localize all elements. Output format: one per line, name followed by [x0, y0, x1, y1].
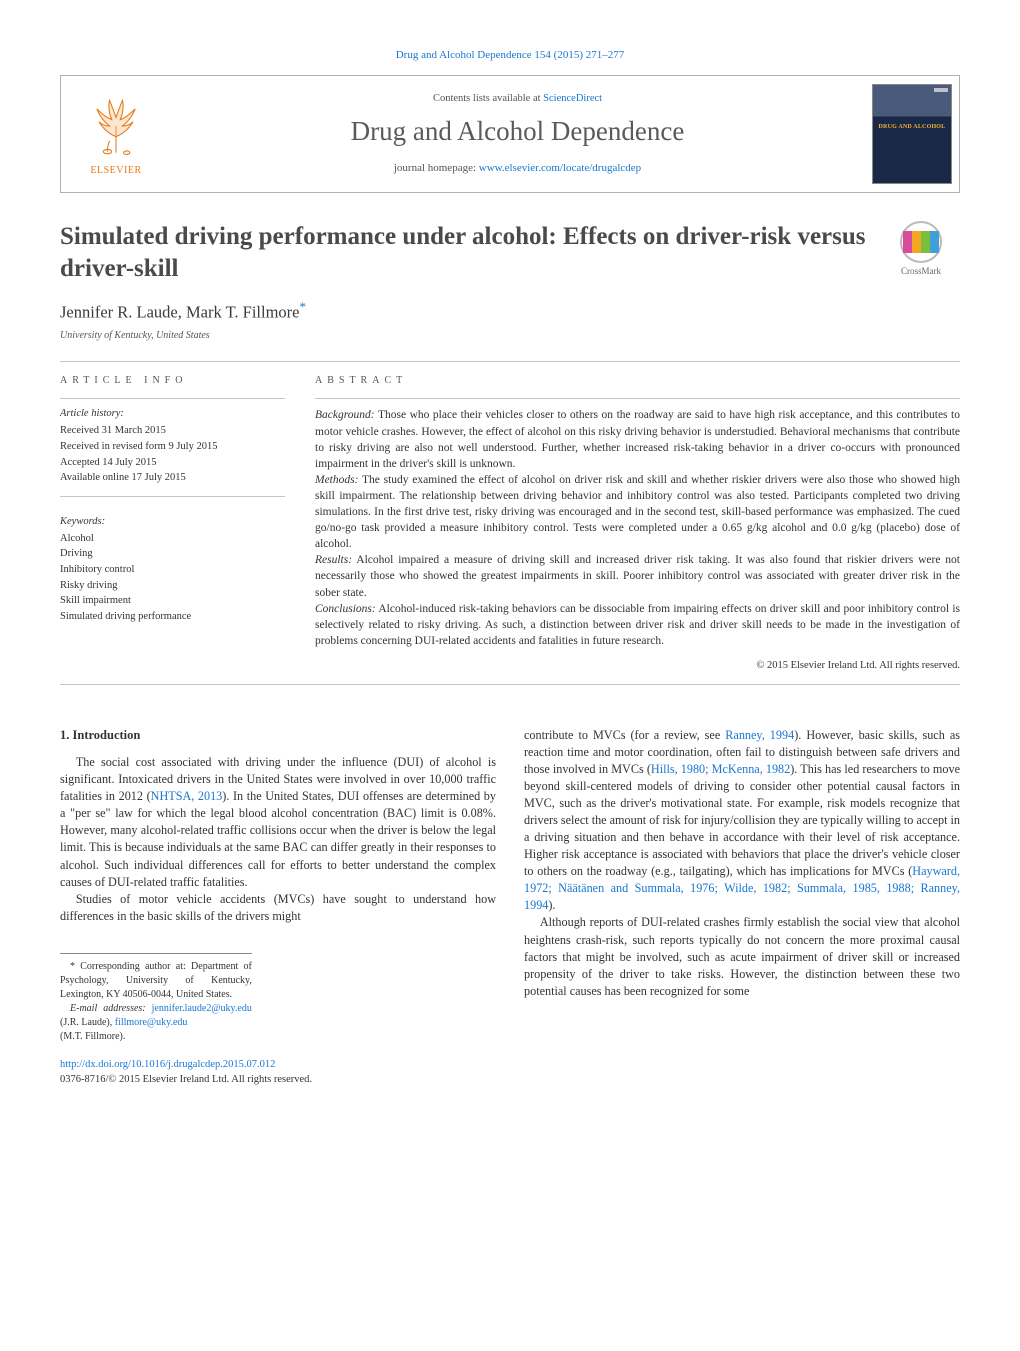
body-p1: The social cost associated with driving …	[60, 754, 496, 891]
body-p2: Studies of motor vehicle accidents (MVCs…	[60, 891, 496, 925]
crossmark-label: CrossMark	[901, 265, 941, 278]
keyword: Driving	[60, 547, 285, 562]
abstract-paragraph: Background: Those who place their vehicl…	[315, 407, 960, 471]
abstract-col: ABSTRACT Background: Those who place the…	[315, 374, 960, 673]
crossmark-badge[interactable]: CrossMark	[882, 221, 960, 278]
crossmark-seg-2	[912, 231, 921, 253]
homepage-link[interactable]: www.elsevier.com/locate/drugalcdep	[479, 162, 641, 174]
article-info-label: ARTICLE INFO	[60, 374, 285, 388]
history-line: Received 31 March 2015	[60, 424, 285, 439]
abstract-section-text: The study examined the effect of alcohol…	[315, 474, 960, 550]
sciencedirect-link[interactable]: ScienceDirect	[543, 93, 602, 104]
abstract-section-head: Results:	[315, 554, 352, 566]
issn-line: 0376-8716/© 2015 Elsevier Ireland Ltd. A…	[60, 1074, 312, 1085]
keyword: Risky driving	[60, 579, 285, 594]
abstract-label: ABSTRACT	[315, 374, 960, 388]
p3-c: ). This has led researchers to move beyo…	[524, 762, 960, 878]
ref-hills-mckenna[interactable]: Hills, 1980; McKenna, 1982	[651, 762, 790, 776]
corresponding-mark: *	[300, 299, 307, 314]
section-heading-1: 1. Introduction	[60, 727, 496, 745]
abstract-copyright: © 2015 Elsevier Ireland Ltd. All rights …	[315, 659, 960, 674]
rule-top	[60, 361, 960, 362]
keyword: Simulated driving performance	[60, 610, 285, 625]
abstract-section-head: Background:	[315, 409, 375, 421]
publisher-name: ELSEVIER	[90, 164, 141, 178]
keyword: Inhibitory control	[60, 563, 285, 578]
footnote-corresponding: * Corresponding author at: Department of…	[60, 960, 252, 1002]
email-laude-who: (J.R. Laude),	[60, 1017, 115, 1028]
keywords-head: Keywords:	[60, 515, 285, 530]
running-head: Drug and Alcohol Dependence 154 (2015) 2…	[60, 48, 960, 63]
meta-abstract-row: ARTICLE INFO Article history: Received 3…	[60, 374, 960, 673]
footnote-emails: E-mail addresses: jennifer.laude2@uky.ed…	[60, 1002, 252, 1030]
ref-nhtsa-2013[interactable]: NHTSA, 2013	[151, 789, 223, 803]
abstract-paragraph: Results: Alcohol impaired a measure of d…	[315, 552, 960, 600]
keyword: Alcohol	[60, 532, 285, 547]
rule-kw	[60, 496, 285, 497]
email-laude[interactable]: jennifer.laude2@uky.edu	[152, 1003, 252, 1014]
abstract-section-text: Alcohol impaired a measure of driving sk…	[315, 554, 960, 598]
author-names: Jennifer R. Laude, Mark T. Fillmore	[60, 302, 300, 321]
crossmark-seg-1	[903, 231, 912, 253]
contents-prefix: Contents lists available at	[433, 93, 543, 104]
history-lines: Received 31 March 2015Received in revise…	[60, 424, 285, 486]
p3-d: ).	[548, 898, 555, 912]
cover-cell: DRUG AND ALCOHOL	[864, 76, 959, 192]
abstract-section-head: Conclusions:	[315, 603, 376, 615]
abstract-section-text: Those who place their vehicles closer to…	[315, 409, 960, 469]
title-row: Simulated driving performance under alco…	[60, 221, 960, 284]
abstract-sections: Background: Those who place their vehicl…	[315, 407, 960, 648]
header-center: Contents lists available at ScienceDirec…	[171, 76, 864, 192]
abstract-section-text: Alcohol-induced risk-taking behaviors ca…	[315, 603, 960, 647]
p1-b: ). In the United States, DUI offenses ar…	[60, 789, 496, 888]
article-info-col: ARTICLE INFO Article history: Received 3…	[60, 374, 285, 673]
crossmark-seg-3	[921, 231, 930, 253]
history-line: Available online 17 July 2015	[60, 471, 285, 486]
p3-a: contribute to MVCs (for a review, see	[524, 728, 725, 742]
doi-link[interactable]: http://dx.doi.org/10.1016/j.drugalcdep.2…	[60, 1059, 275, 1070]
elsevier-tree-icon	[80, 90, 152, 162]
running-head-link[interactable]: Drug and Alcohol Dependence 154 (2015) 2…	[396, 49, 625, 61]
email-fillmore-who: (M.T. Fillmore).	[60, 1030, 252, 1044]
email-label: E-mail addresses:	[70, 1003, 152, 1014]
crossmark-seg-4	[930, 231, 939, 253]
journal-cover-icon: DRUG AND ALCOHOL	[872, 84, 952, 184]
rule-abs	[315, 398, 960, 399]
homepage-prefix: journal homepage:	[394, 162, 479, 174]
page: Drug and Alcohol Dependence 154 (2015) 2…	[0, 0, 1020, 1127]
rule-bottom	[60, 684, 960, 685]
doi-block: http://dx.doi.org/10.1016/j.drugalcdep.2…	[60, 1058, 960, 1087]
abstract-paragraph: Methods: The study examined the effect o…	[315, 472, 960, 552]
cover-text: DRUG AND ALCOHOL	[879, 123, 946, 131]
abstract-section-head: Methods:	[315, 474, 358, 486]
keyword-lines: AlcoholDrivingInhibitory controlRisky dr…	[60, 532, 285, 625]
journal-header: ELSEVIER Contents lists available at Sci…	[60, 75, 960, 193]
body-p4: Although reports of DUI-related crashes …	[524, 914, 960, 999]
contents-line: Contents lists available at ScienceDirec…	[433, 92, 602, 107]
crossmark-icon	[900, 221, 942, 263]
keyword: Skill impairment	[60, 594, 285, 609]
body-columns: 1. Introduction The social cost associat…	[60, 727, 960, 1044]
authors: Jennifer R. Laude, Mark T. Fillmore*	[60, 298, 960, 324]
journal-name: Drug and Alcohol Dependence	[351, 113, 685, 151]
article-title: Simulated driving performance under alco…	[60, 221, 868, 284]
rule-info	[60, 398, 285, 399]
email-fillmore[interactable]: fillmore@uky.edu	[115, 1017, 188, 1028]
history-line: Accepted 14 July 2015	[60, 456, 285, 471]
ref-ranney-1994[interactable]: Ranney, 1994	[725, 728, 794, 742]
publisher-cell: ELSEVIER	[61, 76, 171, 192]
history-line: Received in revised form 9 July 2015	[60, 440, 285, 455]
footnotes: * Corresponding author at: Department of…	[60, 953, 252, 1044]
abstract-paragraph: Conclusions: Alcohol-induced risk-taking…	[315, 601, 960, 649]
history-head: Article history:	[60, 407, 285, 422]
homepage-line: journal homepage: www.elsevier.com/locat…	[394, 161, 641, 176]
body-p3: contribute to MVCs (for a review, see Ra…	[524, 727, 960, 915]
affiliation: University of Kentucky, United States	[60, 329, 960, 343]
